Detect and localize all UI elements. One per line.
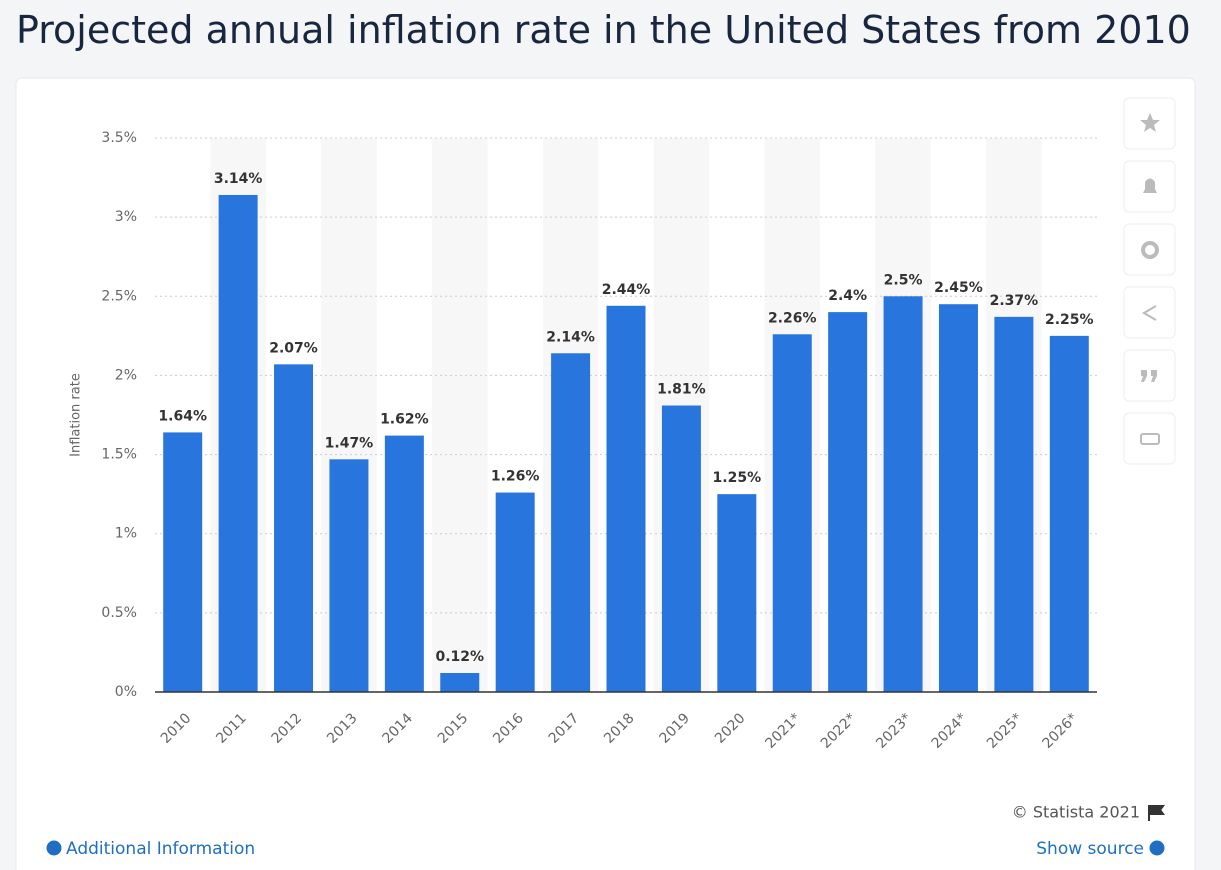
credit: © Statista 2021 xyxy=(1012,803,1140,822)
bar xyxy=(828,312,868,692)
data-label: 2.25% xyxy=(1045,312,1094,328)
data-label: 2.37% xyxy=(990,293,1039,309)
flag-icon xyxy=(1148,805,1165,821)
cite-button[interactable] xyxy=(1123,349,1176,402)
additional-info-link[interactable]: Additional Information xyxy=(66,839,255,859)
data-label: 2.4% xyxy=(828,288,867,304)
y-tick-label: 1.5% xyxy=(101,447,137,463)
data-label: 1.25% xyxy=(713,470,762,486)
data-label: 2.14% xyxy=(546,329,595,345)
bar xyxy=(440,673,480,692)
data-label: 1.64% xyxy=(158,408,207,424)
bar xyxy=(384,435,424,692)
y-tick-label: 0.5% xyxy=(101,605,137,621)
bar xyxy=(218,194,258,693)
bar xyxy=(329,459,369,692)
print-button[interactable] xyxy=(1123,412,1176,465)
data-label: 1.62% xyxy=(380,412,429,428)
show-source-link[interactable]: Show source xyxy=(1036,839,1144,859)
data-label: 2.5% xyxy=(884,272,923,288)
print-icon xyxy=(1140,433,1160,445)
data-label: 1.47% xyxy=(325,435,374,451)
y-tick-label: 2.5% xyxy=(101,288,137,304)
info-icon xyxy=(46,840,62,856)
settings-button[interactable] xyxy=(1123,223,1176,276)
data-label: 3.14% xyxy=(214,171,263,187)
bar xyxy=(606,305,646,692)
bar xyxy=(661,405,701,692)
y-tick-label: 3% xyxy=(115,209,137,225)
y-tick-label: 0% xyxy=(115,684,137,700)
bar xyxy=(883,296,923,692)
data-label: 2.44% xyxy=(602,282,651,298)
data-label: 2.45% xyxy=(934,280,983,296)
data-label: 1.26% xyxy=(491,469,540,485)
share-button[interactable] xyxy=(1123,286,1176,339)
band-stripe xyxy=(432,138,488,692)
data-label: 0.12% xyxy=(435,649,484,665)
bar xyxy=(717,494,757,692)
toolbar xyxy=(1123,97,1176,465)
y-axis-label: Inflation rate xyxy=(69,373,84,457)
bar xyxy=(994,316,1034,692)
star-icon xyxy=(1140,113,1160,132)
share-icon xyxy=(1142,305,1157,321)
bar xyxy=(495,492,535,692)
bar xyxy=(551,353,591,692)
info-icon xyxy=(1149,840,1165,856)
gear-icon xyxy=(1141,241,1159,259)
y-tick-label: 2% xyxy=(115,367,137,383)
data-label: 1.81% xyxy=(657,382,706,398)
bar xyxy=(1049,335,1089,692)
y-tick-label: 3.5% xyxy=(101,130,137,146)
bar xyxy=(163,432,203,692)
data-label: 2.26% xyxy=(768,310,817,326)
quote-icon xyxy=(1141,370,1157,382)
y-tick-label: 1% xyxy=(115,526,137,542)
bar xyxy=(772,334,812,692)
bar xyxy=(274,364,314,692)
bell-icon xyxy=(1143,178,1157,193)
page-title: Projected annual inflation rate in the U… xyxy=(16,8,1191,52)
bar xyxy=(938,304,978,692)
data-label: 2.07% xyxy=(269,340,318,356)
